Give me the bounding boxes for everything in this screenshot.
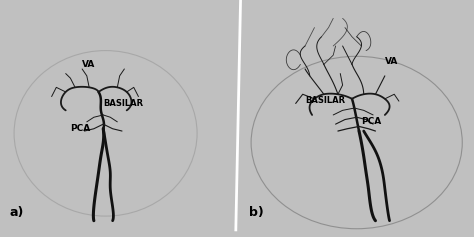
Text: PCA: PCA bbox=[361, 117, 382, 126]
Text: b): b) bbox=[249, 206, 264, 219]
Text: PCA: PCA bbox=[70, 124, 91, 133]
Text: VA: VA bbox=[385, 57, 398, 66]
Text: BASILAR: BASILAR bbox=[305, 96, 345, 105]
Text: BASILAR: BASILAR bbox=[103, 99, 143, 108]
Text: a): a) bbox=[9, 206, 24, 219]
Text: VA: VA bbox=[82, 60, 95, 69]
